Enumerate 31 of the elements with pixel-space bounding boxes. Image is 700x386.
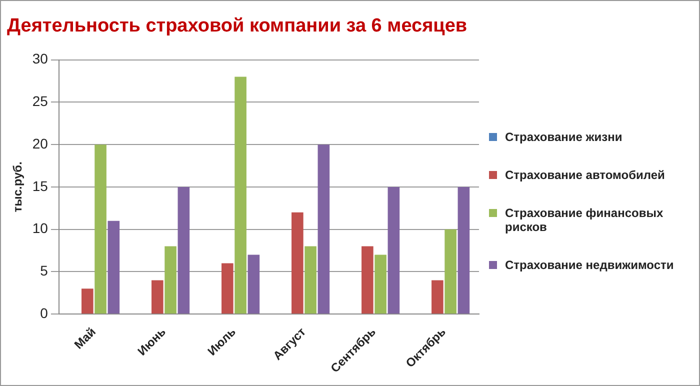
y-tick-label: 15 xyxy=(32,178,48,194)
y-tick-label: 30 xyxy=(32,50,48,67)
legend-label: Страхование жизни xyxy=(505,130,622,144)
legend-label: Страхование недвижимости xyxy=(505,258,674,272)
bar xyxy=(388,186,400,314)
bar xyxy=(292,212,304,314)
bar xyxy=(178,186,190,314)
y-tick-label: 0 xyxy=(40,304,48,321)
bar xyxy=(234,76,246,314)
y-tick-label: 10 xyxy=(32,220,48,236)
bar xyxy=(108,220,120,314)
bar xyxy=(304,246,316,314)
bar xyxy=(444,229,456,314)
y-tick-label: 5 xyxy=(40,262,48,279)
bar xyxy=(152,280,164,314)
bar xyxy=(248,254,260,314)
legend-label: Страхование автомобилей xyxy=(505,168,665,182)
bar xyxy=(374,254,386,314)
bar xyxy=(362,246,374,314)
bar xyxy=(318,144,330,314)
y-tick-label: 25 xyxy=(32,93,48,110)
bar xyxy=(82,288,94,314)
bar xyxy=(432,280,444,314)
bar xyxy=(94,144,106,314)
bar xyxy=(222,263,234,314)
bar xyxy=(458,186,470,314)
y-axis-title: тыс.руб. xyxy=(10,162,25,212)
legend-label: Страхование финансовых рисков xyxy=(505,206,664,234)
y-tick-label: 20 xyxy=(32,135,48,152)
chart-title: Деятельность страховой компании за 6 месяцев xyxy=(7,16,468,37)
bar xyxy=(164,246,176,314)
